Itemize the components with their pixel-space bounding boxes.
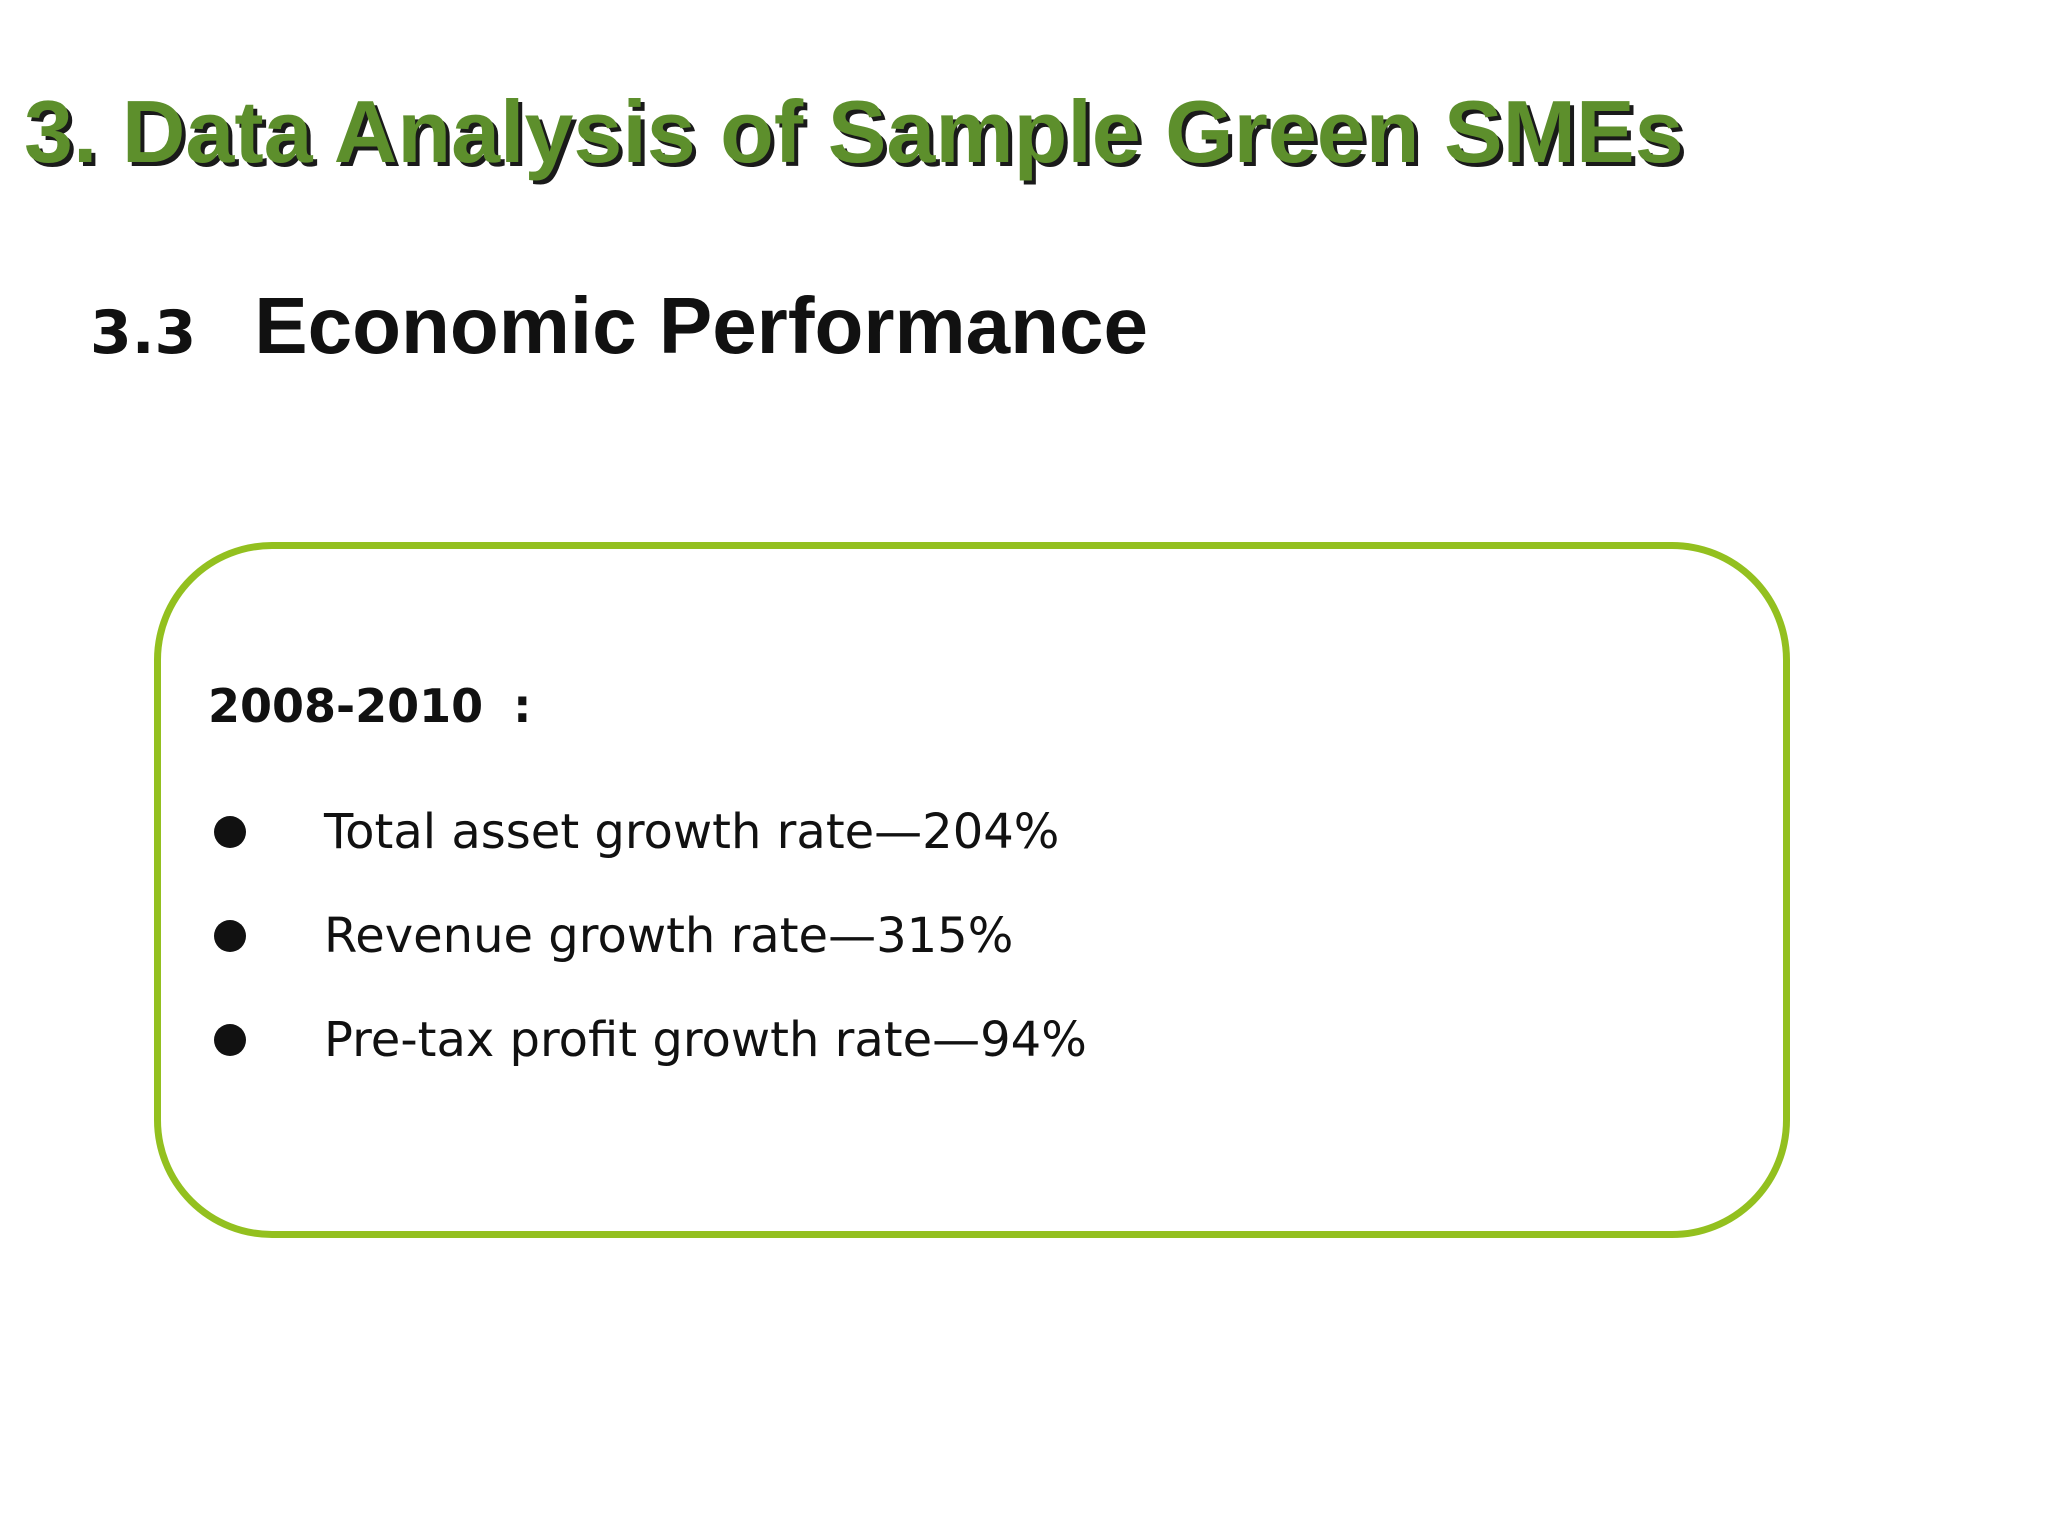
content-box bbox=[154, 542, 1790, 1238]
period-colon: : bbox=[513, 679, 532, 733]
stat-pretax-profit-growth: Pre-tax profit growth rate—94% bbox=[324, 1012, 1087, 1068]
period-text: 2008-2010 bbox=[208, 679, 484, 733]
section-heading: 3.3 Economic Performance bbox=[90, 280, 1148, 380]
list-item: Revenue growth rate—315% bbox=[208, 884, 1087, 988]
bullet-icon bbox=[214, 1024, 246, 1056]
stat-total-asset-growth: Total asset growth rate—204% bbox=[324, 804, 1060, 860]
bullet-icon bbox=[214, 816, 246, 848]
stat-revenue-growth: Revenue growth rate—315% bbox=[324, 908, 1014, 964]
stat-list: Total asset growth rate—204% Revenue gro… bbox=[208, 780, 1087, 1092]
section-title: Economic Performance bbox=[254, 281, 1148, 370]
list-item: Pre-tax profit growth rate—94% bbox=[208, 988, 1087, 1092]
section-number: 3.3 bbox=[90, 298, 197, 368]
period-label: 2008-2010: bbox=[208, 676, 532, 736]
list-item: Total asset growth rate—204% bbox=[208, 780, 1087, 884]
slide-title: 3. Data Analysis of Sample Green SMEs bbox=[24, 82, 1684, 181]
bullet-icon bbox=[214, 920, 246, 952]
